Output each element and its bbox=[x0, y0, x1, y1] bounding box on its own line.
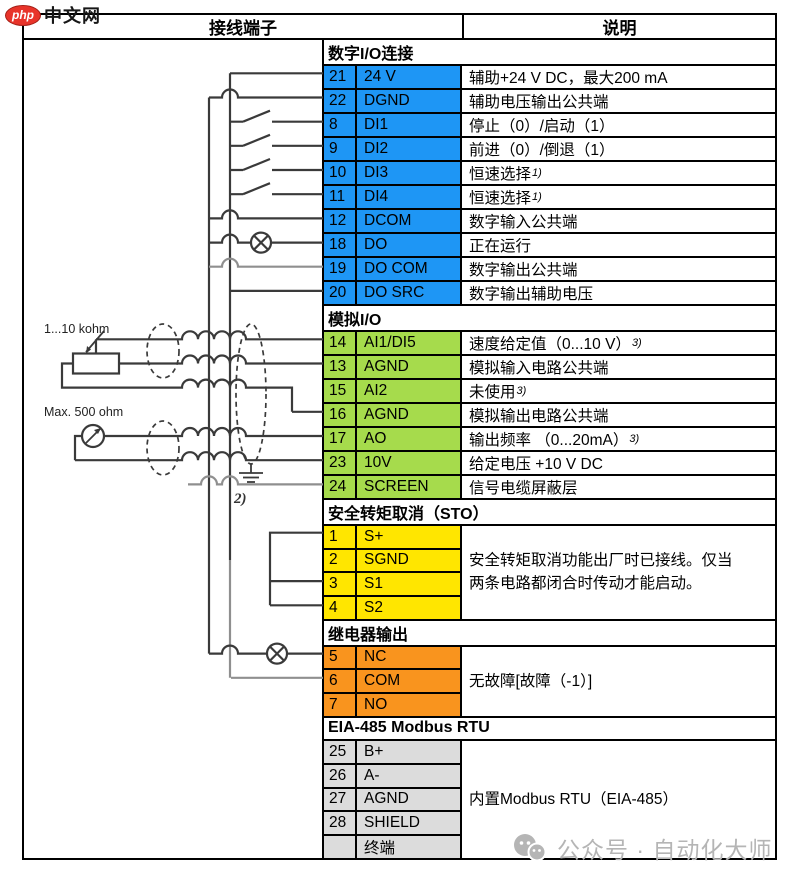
section-title-3: 继电器输出 bbox=[324, 620, 775, 645]
terminal-desc-cell: 未使用 3) bbox=[462, 380, 775, 402]
table-header-row: 接线端子 说明 bbox=[24, 15, 775, 40]
terminal-desc-cell: 辅助电压输出公共端 bbox=[462, 90, 775, 112]
terminal-number-cell: 21 bbox=[324, 66, 355, 88]
terminal-number-cell: 7 bbox=[324, 693, 355, 716]
header-description: 说明 bbox=[602, 19, 637, 38]
terminal-number-cell: 23 bbox=[324, 452, 355, 474]
terminal-table-frame: 接线端子 说明 数字I/O连接 21 24 V 辅助+24 V DC，最大200 mA… bbox=[22, 13, 777, 860]
terminal-label-cell: NC bbox=[357, 646, 460, 669]
terminal-number-cell: 19 bbox=[324, 258, 355, 280]
header-terminals: 接线端子 bbox=[24, 15, 464, 38]
terminal-number-cell: 28 bbox=[324, 812, 355, 834]
terminal-number-cell: 5 bbox=[324, 646, 355, 669]
terminal-label-cell: S+ bbox=[357, 526, 460, 548]
terminal-number-cell: 25 bbox=[324, 741, 355, 763]
terminal-desc-cell: 输出频率 （0...20mA） 3) bbox=[462, 428, 775, 450]
terminal-label-cell: DO bbox=[357, 234, 460, 256]
section-title-2: 安全转矩取消（STO） bbox=[324, 500, 775, 524]
terminal-label-cell: DCOM bbox=[357, 210, 460, 232]
terminal-grid: 数字I/O连接 21 24 V 辅助+24 V DC，最大200 mA 22 DGND 辅助… bbox=[322, 40, 775, 858]
terminal-desc-cell: 信号电缆屏蔽层 bbox=[462, 476, 775, 498]
terminal-label-cell: DI4 bbox=[357, 186, 460, 208]
terminal-label-cell: COM bbox=[357, 670, 460, 692]
terminal-number-cell: 15 bbox=[324, 380, 355, 402]
terminal-desc-cell: 数字输出公共端 bbox=[462, 258, 775, 280]
terminal-label-cell: SGND bbox=[357, 549, 460, 572]
terminal-number-cell: 17 bbox=[324, 428, 355, 450]
terminal-label-cell: DGND bbox=[357, 90, 460, 112]
terminal-desc-cell: 恒速选择 1) bbox=[462, 186, 775, 208]
terminal-desc-cell: 正在运行 bbox=[462, 234, 775, 256]
terminal-desc-cell: 模拟输出电路公共端 bbox=[462, 404, 775, 426]
terminal-number-cell: 20 bbox=[324, 282, 355, 304]
terminal-number-cell: 14 bbox=[324, 332, 355, 354]
terminal-label-cell: 24 V bbox=[357, 66, 460, 88]
section-title-4: EIA-485 Modbus RTU bbox=[324, 717, 775, 740]
terminal-label-cell: NO bbox=[357, 693, 460, 716]
wechat-watermark: 公众号 · 自动化大师 bbox=[512, 831, 772, 865]
terminal-label-cell: AGND bbox=[357, 404, 460, 426]
terminal-label-cell: SHIELD bbox=[357, 812, 460, 834]
terminal-number-cell: 2 bbox=[324, 549, 355, 572]
terminal-label-cell: S2 bbox=[357, 596, 460, 619]
terminal-label-cell: S1 bbox=[357, 573, 460, 595]
terminal-number-cell: 3 bbox=[324, 573, 355, 595]
terminal-label-cell: AGND bbox=[357, 788, 460, 811]
terminal-number-cell: 1 bbox=[324, 526, 355, 548]
terminal-label-cell: AI2 bbox=[357, 380, 460, 402]
terminal-number-cell: 26 bbox=[324, 764, 355, 787]
php-site-logo: php 中文网 bbox=[5, 2, 101, 28]
terminal-number-cell: 4 bbox=[324, 596, 355, 619]
terminal-label-cell: B+ bbox=[357, 741, 460, 763]
terminal-number-cell: 9 bbox=[324, 138, 355, 160]
terminal-number-cell: 24 bbox=[324, 476, 355, 498]
terminal-label-cell: 10V bbox=[357, 452, 460, 474]
terminal-desc-cell: 辅助+24 V DC，最大200 mA bbox=[462, 66, 775, 88]
terminal-number-cell: 27 bbox=[324, 788, 355, 811]
wechat-icon bbox=[514, 834, 547, 862]
terminal-number-cell: 16 bbox=[324, 404, 355, 426]
terminal-number-cell: 6 bbox=[324, 670, 355, 692]
terminal-desc-cell: 恒速选择 1) bbox=[462, 162, 775, 184]
php-logo-icon: php bbox=[5, 4, 41, 26]
terminal-label-cell: DI3 bbox=[357, 162, 460, 184]
terminal-number-cell: 8 bbox=[324, 114, 355, 136]
terminal-number-cell: 18 bbox=[324, 234, 355, 256]
terminal-number-cell: 22 bbox=[324, 90, 355, 112]
terminal-desc-cell: 前进（0）/倒退（1） bbox=[462, 138, 775, 160]
php-site-name: 中文网 bbox=[44, 6, 101, 26]
terminal-desc-cell: 数字输入公共端 bbox=[462, 210, 775, 232]
terminal-desc-cell: 速度给定值（0...10 V） 3) bbox=[462, 332, 775, 354]
terminal-label-cell: DO COM bbox=[357, 258, 460, 280]
terminal-label-cell: DO SRC bbox=[357, 282, 460, 304]
section-title-1: 模拟I/O bbox=[324, 306, 775, 330]
table-body: 数字I/O连接 21 24 V 辅助+24 V DC，最大200 mA 22 DGND 辅助… bbox=[24, 40, 775, 858]
wechat-account-text: 公众号 · 自动化大师 bbox=[557, 837, 773, 863]
terminal-number-cell: 11 bbox=[324, 186, 355, 208]
terminal-number-cell bbox=[324, 835, 355, 858]
terminal-desc-cell-merged: 安全转矩取消功能出厂时已接线。仅当两条电路都闭合时传动才能启动。 bbox=[462, 526, 775, 619]
terminal-desc-cell-merged: 无故障[故障（-1）] bbox=[462, 646, 775, 716]
terminal-desc-cell: 数字输出辅助电压 bbox=[462, 282, 775, 304]
terminal-label-cell: AO bbox=[357, 428, 460, 450]
terminal-number-cell: 13 bbox=[324, 356, 355, 378]
terminal-number-cell: 10 bbox=[324, 162, 355, 184]
terminal-label-cell: AGND bbox=[357, 356, 460, 378]
terminal-label-cell: AI1/DI5 bbox=[357, 332, 460, 354]
terminal-label-cell: DI1 bbox=[357, 114, 460, 136]
terminal-label-cell: DI2 bbox=[357, 138, 460, 160]
terminal-number-cell: 12 bbox=[324, 210, 355, 232]
terminal-desc-cell: 给定电压 +10 V DC bbox=[462, 452, 775, 474]
section-title-0: 数字I/O连接 bbox=[324, 40, 775, 64]
terminal-desc-cell: 停止（0）/启动（1） bbox=[462, 114, 775, 136]
terminal-desc-cell-merged: 内置Modbus RTU（EIA-485） bbox=[462, 741, 775, 858]
terminal-label-cell: A- bbox=[357, 764, 460, 787]
terminal-desc-cell: 模拟输入电路公共端 bbox=[462, 356, 775, 378]
terminal-label-cell: 终端 bbox=[357, 835, 460, 858]
terminal-label-cell: SCREEN bbox=[357, 476, 460, 498]
